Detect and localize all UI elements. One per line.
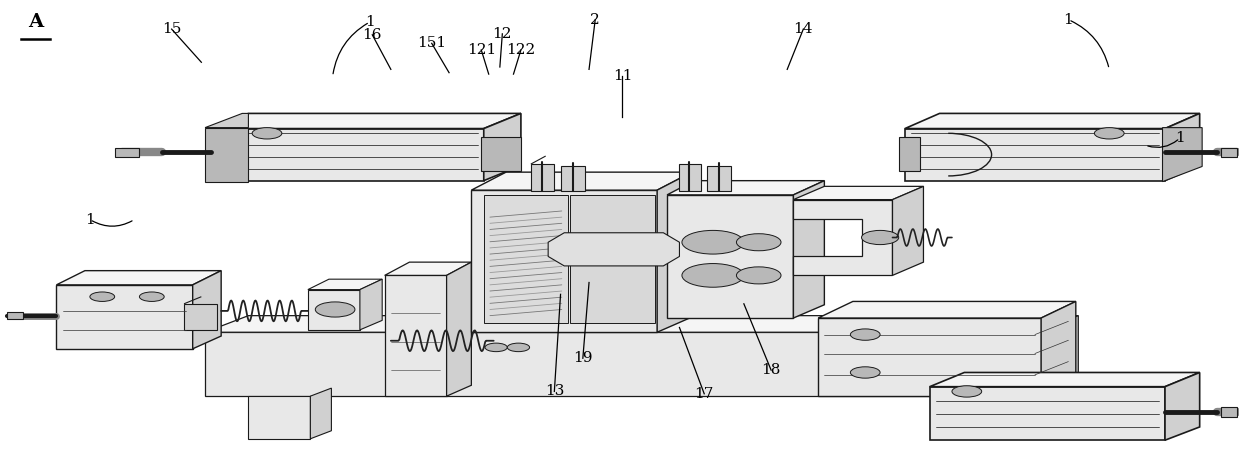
Polygon shape [930,372,1199,387]
Polygon shape [184,304,217,330]
Polygon shape [794,180,825,318]
Polygon shape [667,195,794,318]
Polygon shape [905,129,1166,180]
Polygon shape [248,396,310,439]
Polygon shape [1166,372,1199,440]
Text: 121: 121 [466,43,496,57]
Polygon shape [471,172,692,190]
Polygon shape [360,279,382,330]
Polygon shape [7,313,24,319]
Text: 1: 1 [1176,131,1184,145]
Circle shape [89,292,114,302]
Circle shape [485,343,507,352]
Polygon shape [471,190,657,332]
Polygon shape [794,200,893,276]
Polygon shape [310,388,331,439]
Text: 151: 151 [417,36,446,50]
Circle shape [139,292,164,302]
Circle shape [315,302,355,317]
Circle shape [737,234,781,251]
Polygon shape [930,387,1166,440]
Text: 14: 14 [794,22,813,36]
Polygon shape [484,195,568,323]
Text: 12: 12 [492,27,512,41]
Polygon shape [57,285,192,349]
Polygon shape [114,148,139,157]
Polygon shape [184,297,201,304]
Text: 15: 15 [162,22,181,36]
Polygon shape [707,166,732,191]
Polygon shape [57,271,221,285]
Polygon shape [1042,302,1076,396]
Circle shape [851,329,880,340]
Polygon shape [560,166,585,191]
Polygon shape [1163,128,1202,181]
Polygon shape [531,164,554,191]
Polygon shape [446,262,471,396]
Polygon shape [905,114,1199,129]
Circle shape [737,267,781,284]
Circle shape [952,386,982,397]
Polygon shape [570,195,655,323]
Circle shape [682,230,744,254]
Text: 1: 1 [86,212,94,227]
Polygon shape [1166,114,1199,180]
Polygon shape [1220,148,1236,157]
Polygon shape [205,114,248,128]
Text: 13: 13 [544,384,564,399]
Polygon shape [384,276,446,396]
Text: 2: 2 [590,13,600,27]
Text: 122: 122 [506,43,536,57]
Polygon shape [818,318,1042,396]
Polygon shape [1035,316,1079,396]
Polygon shape [531,156,546,164]
Polygon shape [548,233,680,266]
Polygon shape [481,137,521,171]
Polygon shape [211,114,521,129]
Circle shape [252,128,281,139]
Polygon shape [192,271,221,349]
Polygon shape [205,332,1035,396]
Polygon shape [930,396,992,439]
Polygon shape [893,186,924,276]
Polygon shape [818,302,1076,318]
Text: 17: 17 [694,387,714,401]
Polygon shape [308,290,360,330]
Polygon shape [205,128,248,181]
Text: 18: 18 [761,363,781,377]
Polygon shape [794,186,924,200]
Circle shape [682,264,744,287]
Text: 1: 1 [1064,13,1074,27]
Polygon shape [992,388,1013,439]
Circle shape [1095,128,1125,139]
Polygon shape [899,137,920,171]
Polygon shape [205,316,1079,332]
Polygon shape [308,279,382,290]
Circle shape [507,343,529,352]
Polygon shape [667,180,825,195]
Polygon shape [1220,407,1236,417]
Text: 1: 1 [365,15,374,29]
Text: A: A [27,13,43,31]
Polygon shape [657,172,692,332]
Text: 16: 16 [362,28,382,42]
Polygon shape [211,129,484,180]
Text: 11: 11 [613,69,632,84]
Polygon shape [384,262,471,276]
Circle shape [851,367,880,378]
Polygon shape [680,164,701,191]
Circle shape [862,230,899,245]
Text: 19: 19 [573,352,593,365]
Polygon shape [484,114,521,180]
